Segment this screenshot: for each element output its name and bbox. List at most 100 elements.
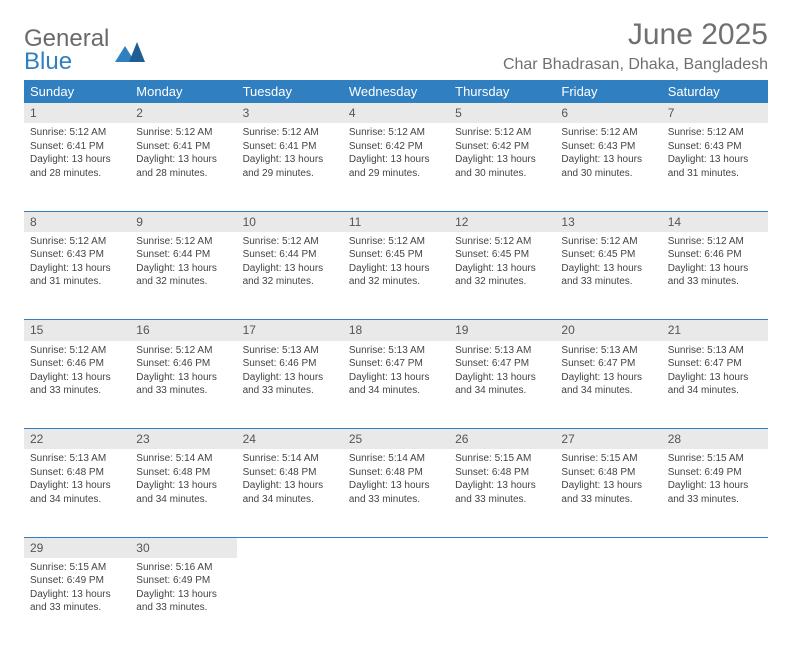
sunset-text: Sunset: 6:48 PM [30,466,124,480]
weekday-header: Saturday [662,80,768,103]
daylight-text-1: Daylight: 13 hours [668,479,762,493]
daylight-text-1: Daylight: 13 hours [243,371,337,385]
header: General Blue June 2025 Char Bhadrasan, D… [24,18,768,74]
day-details: Sunrise: 5:12 AMSunset: 6:46 PMDaylight:… [24,341,130,429]
logo: General Blue [24,28,145,74]
empty-cell [237,537,343,558]
empty-cell [237,558,343,646]
empty-cell [343,558,449,646]
day-details: Sunrise: 5:12 AMSunset: 6:43 PMDaylight:… [662,123,768,211]
daylight-text-2: and 31 minutes. [30,275,124,289]
day-detail-row: Sunrise: 5:12 AMSunset: 6:41 PMDaylight:… [24,123,768,211]
day-detail-row: Sunrise: 5:12 AMSunset: 6:46 PMDaylight:… [24,341,768,429]
day-number-row: 15161718192021 [24,320,768,341]
sunset-text: Sunset: 6:49 PM [668,466,762,480]
day-details: Sunrise: 5:15 AMSunset: 6:49 PMDaylight:… [24,558,130,646]
daylight-text-1: Daylight: 13 hours [30,479,124,493]
daylight-text-2: and 33 minutes. [243,384,337,398]
daylight-text-2: and 33 minutes. [30,601,124,615]
day-number: 10 [237,211,343,232]
sunset-text: Sunset: 6:42 PM [455,140,549,154]
sunset-text: Sunset: 6:44 PM [136,248,230,262]
sunset-text: Sunset: 6:47 PM [455,357,549,371]
sunrise-text: Sunrise: 5:15 AM [561,452,655,466]
sunrise-text: Sunrise: 5:15 AM [668,452,762,466]
day-number: 14 [662,211,768,232]
daylight-text-1: Daylight: 13 hours [668,371,762,385]
sunset-text: Sunset: 6:49 PM [30,574,124,588]
logo-line2: Blue [24,48,72,75]
daylight-text-1: Daylight: 13 hours [455,371,549,385]
sunset-text: Sunset: 6:46 PM [136,357,230,371]
weekday-header: Tuesday [237,80,343,103]
daylight-text-2: and 33 minutes. [136,601,230,615]
day-number: 6 [555,103,661,123]
sunrise-text: Sunrise: 5:12 AM [561,235,655,249]
sunrise-text: Sunrise: 5:13 AM [455,344,549,358]
weekday-header: Monday [130,80,236,103]
sunset-text: Sunset: 6:45 PM [455,248,549,262]
weekday-header: Friday [555,80,661,103]
empty-cell [343,537,449,558]
day-details: Sunrise: 5:12 AMSunset: 6:41 PMDaylight:… [237,123,343,211]
sunset-text: Sunset: 6:46 PM [243,357,337,371]
day-number: 12 [449,211,555,232]
daylight-text-1: Daylight: 13 hours [136,153,230,167]
weekday-header: Thursday [449,80,555,103]
sunrise-text: Sunrise: 5:13 AM [30,452,124,466]
sunset-text: Sunset: 6:48 PM [455,466,549,480]
empty-cell [449,537,555,558]
day-details: Sunrise: 5:12 AMSunset: 6:44 PMDaylight:… [130,232,236,320]
logo-mark-icon [115,40,145,62]
daylight-text-1: Daylight: 13 hours [561,371,655,385]
sunset-text: Sunset: 6:44 PM [243,248,337,262]
day-details: Sunrise: 5:14 AMSunset: 6:48 PMDaylight:… [130,449,236,537]
sunset-text: Sunset: 6:46 PM [668,248,762,262]
day-details: Sunrise: 5:12 AMSunset: 6:45 PMDaylight:… [449,232,555,320]
sunset-text: Sunset: 6:41 PM [30,140,124,154]
day-number: 17 [237,320,343,341]
day-number: 22 [24,429,130,450]
daylight-text-2: and 33 minutes. [668,493,762,507]
daylight-text-1: Daylight: 13 hours [349,153,443,167]
daylight-text-1: Daylight: 13 hours [668,153,762,167]
day-details: Sunrise: 5:12 AMSunset: 6:46 PMDaylight:… [130,341,236,429]
day-number: 29 [24,537,130,558]
sunrise-text: Sunrise: 5:12 AM [30,126,124,140]
daylight-text-2: and 28 minutes. [30,167,124,181]
day-details: Sunrise: 5:12 AMSunset: 6:46 PMDaylight:… [662,232,768,320]
daylight-text-2: and 29 minutes. [243,167,337,181]
day-details: Sunrise: 5:16 AMSunset: 6:49 PMDaylight:… [130,558,236,646]
daylight-text-2: and 34 minutes. [136,493,230,507]
daylight-text-1: Daylight: 13 hours [30,262,124,276]
day-details: Sunrise: 5:14 AMSunset: 6:48 PMDaylight:… [343,449,449,537]
sunset-text: Sunset: 6:43 PM [30,248,124,262]
daylight-text-1: Daylight: 13 hours [136,262,230,276]
daylight-text-2: and 34 minutes. [243,493,337,507]
sunrise-text: Sunrise: 5:12 AM [455,126,549,140]
sunset-text: Sunset: 6:41 PM [243,140,337,154]
weekday-header: Sunday [24,80,130,103]
sunset-text: Sunset: 6:46 PM [30,357,124,371]
day-number-row: 22232425262728 [24,429,768,450]
daylight-text-2: and 34 minutes. [561,384,655,398]
sunrise-text: Sunrise: 5:12 AM [243,126,337,140]
sunset-text: Sunset: 6:47 PM [668,357,762,371]
daylight-text-2: and 29 minutes. [349,167,443,181]
sunrise-text: Sunrise: 5:12 AM [30,235,124,249]
weekday-header-row: SundayMondayTuesdayWednesdayThursdayFrid… [24,80,768,103]
day-details: Sunrise: 5:14 AMSunset: 6:48 PMDaylight:… [237,449,343,537]
daylight-text-1: Daylight: 13 hours [349,371,443,385]
daylight-text-2: and 28 minutes. [136,167,230,181]
daylight-text-1: Daylight: 13 hours [30,153,124,167]
day-details: Sunrise: 5:15 AMSunset: 6:48 PMDaylight:… [449,449,555,537]
day-details: Sunrise: 5:13 AMSunset: 6:47 PMDaylight:… [555,341,661,429]
day-number: 11 [343,211,449,232]
sunset-text: Sunset: 6:41 PM [136,140,230,154]
day-number: 18 [343,320,449,341]
daylight-text-2: and 33 minutes. [349,493,443,507]
sunset-text: Sunset: 6:47 PM [349,357,443,371]
daylight-text-1: Daylight: 13 hours [561,262,655,276]
day-number: 19 [449,320,555,341]
day-details: Sunrise: 5:12 AMSunset: 6:41 PMDaylight:… [130,123,236,211]
